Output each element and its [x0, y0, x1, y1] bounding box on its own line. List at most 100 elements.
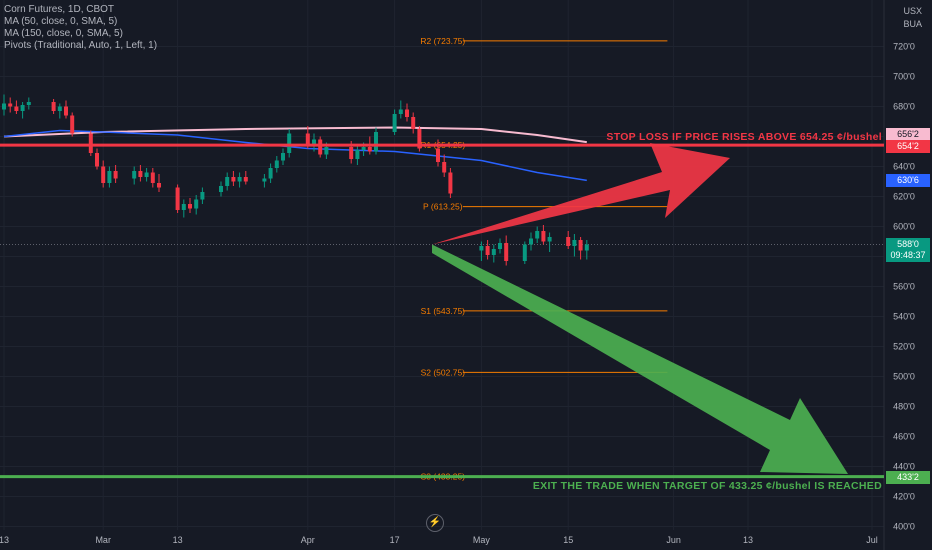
- candle-body-11: [101, 166, 106, 183]
- candle-body-17: [150, 172, 155, 183]
- lightning-icon[interactable]: ⚡: [426, 514, 444, 532]
- candle-body-61: [566, 237, 571, 246]
- y-tick-label-13: 460'0: [893, 432, 915, 442]
- y-tick-label-0: 720'0: [893, 42, 915, 52]
- candle-body-43: [392, 114, 397, 132]
- candle-body-31: [274, 160, 279, 168]
- candle-body-12: [107, 171, 112, 183]
- candle-body-50: [448, 172, 453, 194]
- candle-body-51: [479, 246, 484, 251]
- x-tick-label-2: 13: [173, 535, 183, 545]
- legend-ma50[interactable]: MA (50, close, 0, SMA, 5): [4, 16, 118, 27]
- candle-body-60: [547, 237, 552, 242]
- x-tick-label-8: 13: [743, 535, 753, 545]
- y-tick-label-4: 640'0: [893, 162, 915, 172]
- candle-body-14: [132, 171, 137, 179]
- x-tick-label-1: Mar: [95, 535, 111, 545]
- candle-body-30: [268, 168, 273, 179]
- candle-body-22: [194, 199, 199, 209]
- pivot-label-P: P (613.25): [423, 202, 463, 212]
- y-tick-label-14: 440'0: [893, 462, 915, 472]
- y-tick-label-5: 620'0: [893, 192, 915, 202]
- candle-body-8: [70, 115, 75, 134]
- stop-loss-arrow: [432, 143, 730, 245]
- candle-body-27: [237, 177, 242, 182]
- legend-ma150[interactable]: MA (150, close, 0, SMA, 5): [4, 28, 123, 39]
- ma150-value-badge: 656'2: [886, 128, 930, 141]
- candle-body-64: [584, 244, 589, 251]
- candle-body-5: [51, 102, 56, 111]
- candle-body-56: [522, 244, 527, 261]
- y-tick-label-1: 700'0: [893, 72, 915, 82]
- candle-body-28: [243, 177, 248, 182]
- legend-pivots[interactable]: Pivots (Traditional, Auto, 1, Left, 1): [4, 40, 158, 51]
- candle-body-15: [138, 171, 143, 177]
- candle-body-13: [113, 171, 118, 179]
- candle-body-38: [349, 147, 354, 159]
- candle-body-10: [95, 153, 99, 167]
- chart-legend: Corn Futures, 1D, CBOT MA (50, close, 0,…: [4, 4, 157, 52]
- pivot-label-S2: S2 (502.75): [421, 367, 466, 377]
- candle-body-7: [64, 106, 68, 116]
- y-tick-label-12: 480'0: [893, 402, 915, 412]
- candle-body-48: [436, 148, 440, 162]
- exit-target-annotation: EXIT THE TRADE WHEN TARGET OF 433.25 ¢/b…: [532, 480, 882, 492]
- y-tick-label-16: 400'0: [893, 522, 915, 532]
- candle-body-1: [8, 103, 13, 107]
- last-price-badge: 588'0: [886, 238, 930, 251]
- candle-body-47: [417, 129, 422, 149]
- candle-body-20: [181, 204, 186, 210]
- candle-body-54: [498, 243, 502, 249]
- candle-body-46: [411, 117, 416, 129]
- pivot-label-R2: R2 (723.75): [420, 36, 465, 46]
- candle-body-24: [219, 186, 223, 192]
- candle-body-37: [324, 147, 329, 155]
- candle-body-25: [225, 177, 230, 186]
- ma50-value-badge: 630'6: [886, 174, 930, 187]
- candle-body-35: [312, 139, 316, 144]
- candle-body-45: [405, 109, 409, 117]
- y-tick-label-8: 560'0: [893, 282, 915, 292]
- y-tick-label-15: 420'0: [893, 492, 915, 502]
- candle-body-57: [529, 238, 533, 245]
- candle-body-16: [144, 172, 149, 177]
- candle-body-58: [535, 231, 540, 239]
- y-tick-label-2: 680'0: [893, 102, 915, 112]
- y-tick-label-6: 600'0: [893, 222, 915, 232]
- candle-body-0: [2, 103, 6, 110]
- candle-body-55: [504, 243, 509, 261]
- price-scale-currency[interactable]: USX BUA: [903, 5, 922, 31]
- candle-body-18: [157, 183, 161, 188]
- candle-body-62: [572, 240, 577, 246]
- candle-body-26: [231, 177, 236, 182]
- candle-body-36: [318, 139, 323, 155]
- currency-unit: BUA: [903, 19, 922, 29]
- candle-body-2: [14, 106, 19, 111]
- candle-body-3: [20, 105, 25, 111]
- candle-body-41: [367, 147, 372, 152]
- candle-body-44: [398, 109, 403, 114]
- legend-symbol[interactable]: Corn Futures, 1D, CBOT: [4, 4, 115, 15]
- target-value-badge: 433'2: [886, 471, 930, 484]
- x-tick-label-7: Jun: [666, 535, 681, 545]
- candle-body-63: [578, 240, 583, 251]
- target-arrow: [432, 244, 848, 474]
- candle-body-6: [57, 106, 62, 111]
- pivot-label-S1: S1 (543.75): [421, 306, 466, 316]
- x-tick-label-9: Jul: [866, 535, 878, 545]
- y-tick-label-9: 540'0: [893, 312, 915, 322]
- x-tick-label-5: May: [473, 535, 491, 545]
- candle-body-19: [175, 187, 180, 210]
- candle-body-40: [361, 147, 366, 150]
- candle-body-4: [26, 102, 31, 105]
- candle-body-29: [262, 178, 267, 182]
- y-tick-label-10: 520'0: [893, 342, 915, 352]
- stop-loss-annotation: STOP LOSS IF PRICE RISES ABOVE 654.25 ¢/…: [606, 131, 882, 143]
- x-tick-label-6: 15: [563, 535, 573, 545]
- stop-value-badge: 654'2: [886, 140, 930, 153]
- candle-body-23: [200, 192, 205, 200]
- candle-body-32: [281, 153, 285, 161]
- candle-body-9: [88, 133, 93, 153]
- candle-body-34: [305, 133, 310, 144]
